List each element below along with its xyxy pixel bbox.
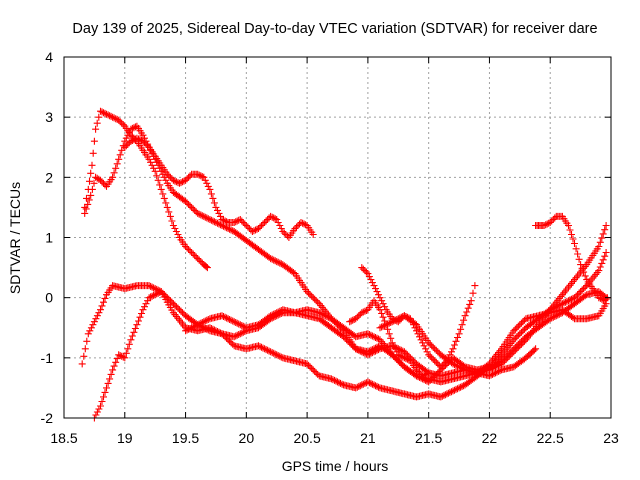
x-tick-label: 22.5	[537, 430, 564, 446]
x-tick-label: 23	[603, 430, 619, 446]
y-tick-label: -2	[41, 410, 54, 426]
series-markers	[358, 264, 479, 371]
y-tick-label: 1	[45, 230, 53, 246]
y-tick-label: 4	[45, 49, 53, 65]
y-tick-label: 2	[45, 169, 53, 185]
series-track-9	[376, 300, 610, 377]
x-tick-label: 21	[360, 430, 376, 446]
series-markers	[532, 212, 611, 305]
series-track-8	[346, 297, 433, 380]
x-tick-label: 22	[482, 430, 498, 446]
x-tick-label: 20.5	[293, 430, 320, 446]
series-markers	[121, 134, 317, 241]
series-track-2	[81, 122, 610, 386]
x-tick-label: 20	[239, 430, 255, 446]
series-track-6	[182, 222, 610, 386]
x-tick-label: 19	[117, 430, 133, 446]
x-axis-label: GPS time / hours	[282, 458, 389, 474]
plot-frame	[63, 56, 612, 419]
series-markers	[81, 122, 610, 386]
x-tick-label: 18.5	[50, 430, 77, 446]
series-track-10	[532, 212, 611, 305]
grid-lines	[64, 57, 611, 418]
series-markers	[346, 297, 433, 380]
y-tick-label: 3	[45, 109, 53, 125]
x-tick-label: 19.5	[172, 430, 199, 446]
data-series	[78, 107, 611, 422]
series-track-1	[81, 107, 211, 272]
series-markers	[182, 222, 610, 386]
series-track-3	[121, 134, 317, 241]
y-tick-label: -1	[41, 350, 54, 366]
series-markers	[81, 107, 211, 272]
x-tick-label: 21.5	[415, 430, 442, 446]
y-axis-label: SDTVAR / TECUs	[7, 182, 23, 294]
series-markers	[376, 300, 610, 377]
chart-title: Day 139 of 2025, Sidereal Day-to-day VTE…	[72, 21, 597, 37]
series-track-7	[358, 264, 479, 371]
y-tick-label: 0	[45, 290, 53, 306]
